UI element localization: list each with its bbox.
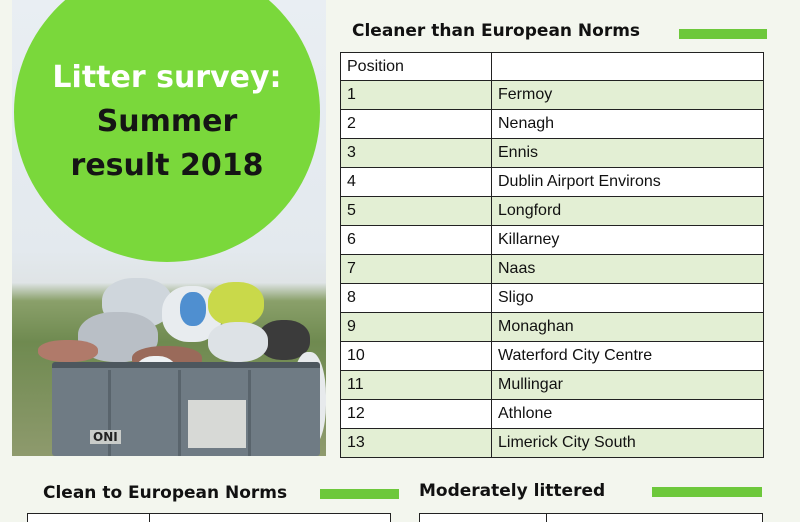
- town-cell: Waterford City Centre: [491, 341, 764, 371]
- table-row: 7 Naas: [340, 254, 764, 284]
- position-column-header: Position: [340, 52, 492, 81]
- position-cell: 7: [340, 254, 492, 284]
- table-row: 13 Limerick City South: [340, 428, 764, 458]
- town-cell: Limerick City South: [491, 428, 764, 458]
- town-cell: Nenagh: [491, 109, 764, 139]
- bin-rib: [108, 370, 111, 456]
- badge-line-1: Litter survey:: [52, 60, 282, 95]
- position-cell: 2: [340, 109, 492, 139]
- bin-sticker: [188, 400, 246, 448]
- table-row: 5 Longford: [340, 196, 764, 226]
- bin-rib: [178, 370, 181, 456]
- clean-table-divider: [149, 514, 150, 522]
- position-cell: 13: [340, 428, 492, 458]
- table-row: 10 Waterford City Centre: [340, 341, 764, 371]
- cleaner-section-heading: Cleaner than European Norms: [352, 21, 641, 41]
- position-cell: 4: [340, 167, 492, 197]
- moderate-table-divider: [546, 514, 547, 522]
- position-cell: 6: [340, 225, 492, 255]
- badge-line-2: Summer: [96, 104, 238, 139]
- table-row: 3 Ennis: [340, 138, 764, 168]
- table-row: 1 Fermoy: [340, 80, 764, 110]
- table-row: 11 Mullingar: [340, 370, 764, 400]
- clean-accent-bar: [320, 489, 399, 499]
- cleaner-accent-bar: [679, 29, 767, 39]
- cleaner-ranking-table: Position 1 Fermoy 2 Nenagh 3 Ennis 4 Dublin …: [340, 52, 764, 458]
- town-cell: Monaghan: [491, 312, 764, 342]
- clean-table-stub: [27, 513, 391, 522]
- survey-badge-title: Litter survey: Summer result 2018: [14, 56, 320, 188]
- bin-rib: [248, 370, 251, 456]
- moderate-section-heading: Moderately littered: [419, 481, 606, 501]
- town-cell: Ennis: [491, 138, 764, 168]
- position-cell: 11: [340, 370, 492, 400]
- town-cell: Fermoy: [491, 80, 764, 110]
- position-cell: 5: [340, 196, 492, 226]
- town-column-header: [491, 52, 764, 81]
- table-row: 9 Monaghan: [340, 312, 764, 342]
- litter-bag-image: [38, 340, 98, 362]
- town-cell: Naas: [491, 254, 764, 284]
- town-cell: Dublin Airport Environs: [491, 167, 764, 197]
- position-cell: 8: [340, 283, 492, 313]
- position-cell: 10: [340, 341, 492, 371]
- moderate-table-stub: [419, 513, 763, 522]
- town-cell: Sligo: [491, 283, 764, 313]
- badge-line-3: result 2018: [70, 148, 264, 183]
- table-row: 8 Sligo: [340, 283, 764, 313]
- clean-section-heading: Clean to European Norms: [43, 483, 288, 503]
- moderate-accent-bar: [652, 487, 762, 497]
- bin-label: ONI: [90, 430, 121, 444]
- litter-bag-image: [180, 292, 206, 326]
- litter-bag-image: [208, 322, 268, 362]
- litter-bag-image: [208, 282, 264, 326]
- position-cell: 1: [340, 80, 492, 110]
- position-cell: 9: [340, 312, 492, 342]
- table-header-row: Position: [340, 52, 764, 81]
- table-row: 4 Dublin Airport Environs: [340, 167, 764, 197]
- position-cell: 3: [340, 138, 492, 168]
- town-cell: Athlone: [491, 399, 764, 429]
- table-row: 6 Killarney: [340, 225, 764, 255]
- town-cell: Mullingar: [491, 370, 764, 400]
- town-cell: Longford: [491, 196, 764, 226]
- town-cell: Killarney: [491, 225, 764, 255]
- position-cell: 12: [340, 399, 492, 429]
- table-row: 12 Athlone: [340, 399, 764, 429]
- table-row: 2 Nenagh: [340, 109, 764, 139]
- survey-badge-circle: [14, 0, 320, 262]
